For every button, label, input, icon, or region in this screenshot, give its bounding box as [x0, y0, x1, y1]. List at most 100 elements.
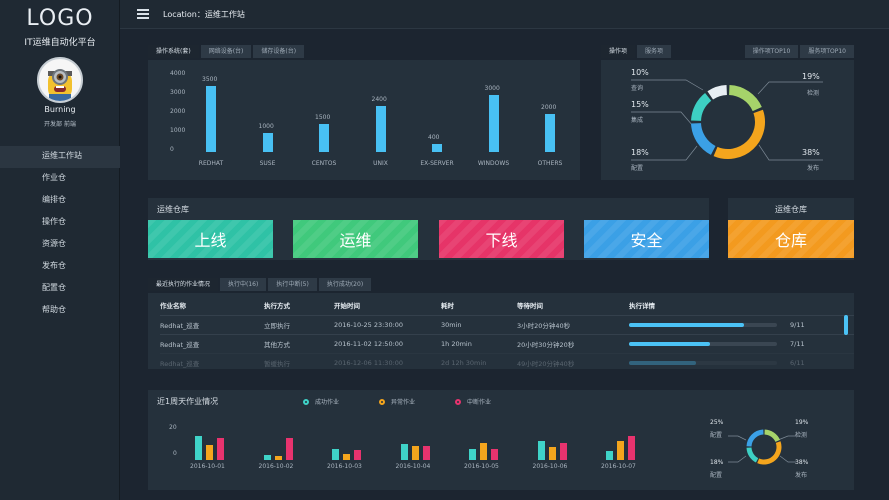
- weekly-bar-2016-10-03-2[interactable]: [354, 450, 361, 460]
- weekly-bar-2016-10-06-2[interactable]: [559, 442, 567, 460]
- tab-running[interactable]: 执行中(16): [220, 278, 267, 291]
- sidebar-item-help[interactable]: 帮助仓: [42, 305, 66, 314]
- topbar: Location：运维工作站: [120, 0, 889, 29]
- ops-donut-slice-0[interactable]: [707, 85, 728, 100]
- table-scrollbar[interactable]: [844, 315, 848, 335]
- sidebar-nav: 运维工作站 作业仓 编排仓 操作仓 资源仓 发布仓 配置仓 帮助仓: [0, 146, 120, 322]
- weekly-donut-pct-1: 18%: [710, 459, 724, 466]
- donut-name-config: 配置: [631, 165, 644, 172]
- os-bar-centos[interactable]: [319, 123, 329, 152]
- avatar[interactable]: [37, 57, 83, 103]
- os-bar-windows[interactable]: [488, 95, 499, 152]
- weekly-bar-2016-10-03-1[interactable]: [343, 453, 350, 460]
- os-bar-suse[interactable]: [262, 133, 273, 152]
- weekly-donut-slice-2[interactable]: [746, 447, 759, 463]
- cell-start: 2016-12-06 11:30:00: [334, 359, 404, 367]
- weekly-bar-2016-10-01-1[interactable]: [206, 444, 213, 460]
- os-bar-value: 1000: [258, 123, 274, 130]
- table-row[interactable]: Redhat_巡查 立即执行 2016-10-25 23:30:00 30min…: [160, 315, 854, 334]
- sidebar-item-release[interactable]: 发布仓: [42, 261, 66, 270]
- weekly-donut-chart: [728, 429, 796, 465]
- sidebar-item-operations[interactable]: 操作仓: [42, 217, 66, 226]
- progress-bar: [629, 361, 777, 365]
- cell-count: 6/11: [790, 359, 805, 367]
- weekly-bar-2016-10-04-1[interactable]: [411, 445, 419, 460]
- tab-service-items[interactable]: 服务项: [637, 45, 672, 58]
- sidebar-item-orchestration[interactable]: 编排仓: [42, 195, 66, 204]
- menu-icon[interactable]: [137, 9, 149, 19]
- warehouse-storage-label: 仓库: [774, 231, 807, 250]
- legend-success[interactable]: 成功作业: [303, 397, 339, 406]
- sidebar-item-workstation[interactable]: 运维工作站: [0, 146, 120, 168]
- weekly-bar-2016-10-07-1[interactable]: [617, 440, 624, 460]
- weekly-bar-2016-10-01-0[interactable]: [195, 436, 202, 460]
- weekly-bar-2016-10-06-0[interactable]: [537, 440, 545, 460]
- ops-donut-slice-3[interactable]: [728, 85, 762, 112]
- ops-donut-slice-4[interactable]: [713, 109, 765, 159]
- legend-error-label: 异常作业: [391, 399, 416, 406]
- weekly-bar-2016-10-05-2[interactable]: [491, 449, 498, 460]
- legend-error[interactable]: 异常作业: [379, 397, 415, 406]
- weekly-donut-slice-0[interactable]: [746, 429, 764, 447]
- legend-success-label: 成功作业: [315, 399, 340, 406]
- weekly-donut-slice-1[interactable]: [764, 429, 780, 443]
- sidebar-item-resources[interactable]: 资源仓: [42, 239, 66, 248]
- progress-bar: [629, 323, 777, 327]
- ops-donut-slice-1[interactable]: [691, 92, 712, 122]
- tab-operation-top10[interactable]: 操作项TOP10: [744, 45, 799, 58]
- sidebar-item-config[interactable]: 配置仓: [42, 283, 66, 292]
- progress-fill: [629, 361, 696, 365]
- tab-network[interactable]: 网络设备(台): [200, 45, 252, 58]
- weekly-bar-2016-10-06-1[interactable]: [548, 447, 556, 460]
- os-bar-ex-server[interactable]: [432, 144, 442, 152]
- tab-storage[interactable]: 储存设备(台): [253, 45, 305, 58]
- tab-operation-items[interactable]: 操作项: [601, 45, 636, 58]
- warehouse-ops-card[interactable]: 运维: [293, 220, 418, 258]
- weekly-bar-2016-10-05-0[interactable]: [469, 449, 476, 460]
- warehouse-ops-label: 运维: [339, 231, 372, 250]
- table-header: 作业名称 执行方式 开始时间 耗时 等待时间 执行详情: [160, 295, 854, 314]
- table-row[interactable]: Redhat_巡查 暂缓执行 2016-12-06 11:30:00 2d 12…: [160, 353, 854, 369]
- weekly-donut-slice-3[interactable]: [757, 441, 782, 465]
- weekly-panel: 近1周天作业情况 成功作业 异常作业 中断作业 20 0 2016-10-01 2…: [148, 390, 854, 490]
- weekly-bar-2016-10-04-2[interactable]: [422, 445, 430, 460]
- weekly-bar-2016-10-02-0[interactable]: [263, 454, 271, 460]
- warehouse-storage-card[interactable]: 仓库: [728, 220, 854, 258]
- ops-donut-slice-2[interactable]: [691, 122, 716, 155]
- cell-start: 2016-10-25 23:30:00: [334, 321, 404, 329]
- table-row[interactable]: Redhat_巡查 其他方式 2016-11-02 12:50:00 1h 20…: [160, 334, 854, 353]
- os-bar-redhat[interactable]: [206, 85, 216, 152]
- weekly-bar-2016-10-05-1[interactable]: [480, 442, 487, 460]
- weekly-bar-2016-10-07-0[interactable]: [606, 451, 613, 460]
- tab-interrupted[interactable]: 执行中断(5): [268, 278, 317, 291]
- progress-fill: [629, 342, 711, 346]
- weekly-bar-2016-10-04-0[interactable]: [400, 443, 408, 460]
- warehouse-offline-card[interactable]: 下线: [439, 220, 564, 258]
- os-bar-others[interactable]: [545, 114, 555, 152]
- cell-mode: 立即执行: [264, 322, 290, 330]
- weekly-bar-2016-10-02-2[interactable]: [285, 438, 293, 460]
- os-category-label: SUSE: [259, 160, 276, 167]
- tab-success[interactable]: 执行成功(20): [318, 278, 372, 291]
- legend-interrupt[interactable]: 中断作业: [455, 397, 491, 406]
- weekly-bar-2016-10-07-2[interactable]: [628, 436, 635, 460]
- weekly-bar-2016-10-03-0[interactable]: [332, 449, 339, 460]
- weekly-date-label: 2016-10-02: [258, 463, 294, 470]
- os-bar-unix[interactable]: [375, 106, 386, 152]
- donut-name-release: 发布: [807, 165, 820, 172]
- header-mode: 执行方式: [264, 301, 290, 310]
- warehouse-offline-label: 下线: [485, 231, 518, 250]
- tab-os[interactable]: 操作系统(套): [148, 45, 199, 58]
- warehouse-online-card[interactable]: 上线: [148, 220, 273, 258]
- warehouse-security-card[interactable]: 安全: [584, 220, 709, 258]
- tab-recent-jobs[interactable]: 最近执行的作业情况: [148, 278, 219, 291]
- sidebar-item-jobs[interactable]: 作业仓: [42, 173, 66, 182]
- logo: LOGO: [26, 6, 94, 31]
- weekly-bar-2016-10-02-1[interactable]: [274, 455, 282, 460]
- weekly-bar-2016-10-01-2[interactable]: [217, 438, 224, 460]
- os-bar-value: 1500: [315, 113, 331, 121]
- warehouse-title-right: 运维仓库: [775, 205, 807, 214]
- tab-service-top10[interactable]: 服务项TOP10: [800, 45, 854, 58]
- header-job-name: 作业名称: [160, 301, 186, 310]
- donut-pct-detect: 19%: [802, 72, 820, 81]
